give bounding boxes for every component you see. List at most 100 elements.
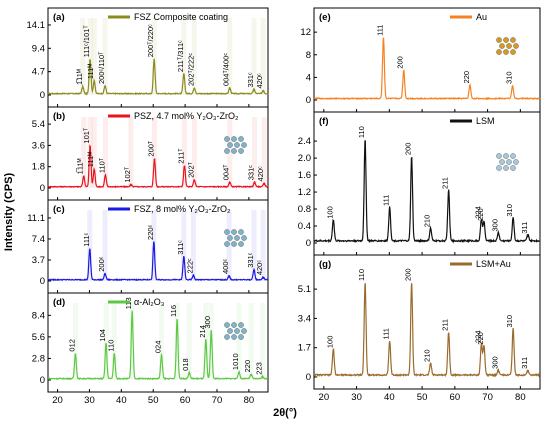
peak-label: 1̅11ᴹ xyxy=(75,69,84,85)
peak-label: 110 xyxy=(106,340,115,352)
peak-label: 420ᶜ xyxy=(255,260,264,276)
peak-band xyxy=(251,210,257,281)
peak-label: 200ᵀ xyxy=(146,140,155,157)
peak-label: 202ᵀ/222ᶜ xyxy=(186,53,195,86)
peak-label: 400ᶜ xyxy=(221,259,230,275)
panel-e: 0 4 8 12 111 200 220 310 (e) Au xyxy=(300,7,541,113)
peak-label: 220 xyxy=(476,332,485,345)
data-point xyxy=(228,88,231,90)
panel-frame xyxy=(47,292,269,393)
data-point xyxy=(160,355,163,357)
x-tick-label: 40 xyxy=(116,395,127,406)
data-point xyxy=(410,283,413,285)
peak-band xyxy=(260,210,266,281)
panel-letter: (a) xyxy=(53,12,65,23)
peak-band xyxy=(261,117,267,188)
series-line xyxy=(47,58,269,96)
data-point xyxy=(527,371,529,373)
y-tick-label: 0.8 xyxy=(298,204,311,215)
peak-label: 200ᶜ xyxy=(97,256,106,272)
y-tick-label: 14.1 xyxy=(27,20,46,31)
y-tick-label: 0 xyxy=(40,375,45,386)
legend-label: α-Al₂O₃ xyxy=(134,297,165,307)
y-tick-label: 5.1 xyxy=(298,284,311,295)
peak-band xyxy=(227,117,233,188)
y-tick-label: 1.8 xyxy=(32,162,45,173)
x-tick-label: 70 xyxy=(212,395,223,406)
y-tick-label: 7.4 xyxy=(32,234,45,245)
data-point xyxy=(447,191,450,193)
legend-label: FSZ, 8 mol% Y₂O₃-ZrO₂ xyxy=(134,204,231,214)
series-line xyxy=(47,144,269,189)
peak-label: 331ᶜ xyxy=(246,252,255,268)
peak-label: 210 xyxy=(423,215,432,228)
panel-frame xyxy=(313,111,541,256)
y-tick-label: 0 xyxy=(40,183,45,194)
data-point xyxy=(480,345,483,347)
peak-band xyxy=(248,303,254,380)
peak-label: 111ᶜ/101ᵀ xyxy=(82,25,91,58)
peak-label: 210 xyxy=(423,349,432,362)
data-point xyxy=(153,59,155,62)
series-line xyxy=(313,140,541,244)
peak-label: 1010 xyxy=(231,353,240,370)
peak-band xyxy=(102,210,108,281)
crystal-structure-icon xyxy=(496,37,519,55)
peak-band xyxy=(251,18,257,95)
peak-label: 220 xyxy=(243,360,252,373)
data-point xyxy=(253,89,255,92)
data-point xyxy=(113,353,116,356)
peak-label: 100 xyxy=(325,336,334,349)
y-tick-label: 0.4 xyxy=(298,221,311,232)
data-point xyxy=(205,339,207,342)
panel-letter: (g) xyxy=(319,259,331,270)
series-line xyxy=(47,310,269,381)
data-point xyxy=(382,38,385,40)
data-point xyxy=(527,235,529,238)
peak-label: 200 xyxy=(404,268,413,281)
x-tick-label: 20 xyxy=(319,392,330,403)
data-point xyxy=(228,182,231,185)
peak-band xyxy=(87,210,93,281)
crystal-structure-icon xyxy=(496,153,519,171)
peak-label: 004ᵀ/400ᶜ xyxy=(222,53,231,86)
data-point xyxy=(410,157,413,159)
peak-band xyxy=(81,117,87,188)
data-point xyxy=(193,180,196,182)
data-point xyxy=(89,59,91,62)
y-tick-label: 2.4 xyxy=(298,136,311,147)
panel-g: 0 1.7 3.4 5.1 20 30 40 50 60 70 80 100 110 111 200 210 2… xyxy=(298,254,541,403)
peak-label: 111 xyxy=(375,25,384,36)
data-point xyxy=(512,218,514,221)
peak-label: 111ᴹ xyxy=(86,64,95,79)
data-point xyxy=(93,81,96,83)
data-point xyxy=(82,176,85,179)
data-point xyxy=(192,275,195,278)
panel-b: 0 1.8 3.6 5.4 1̅11ᴹ 101ᵀ 111ᴹ 110ᵀ 102ᵀ 200ᵀ 211ᵀ2… xyxy=(32,106,269,201)
series-line xyxy=(313,283,541,378)
x-tick-label: 50 xyxy=(148,395,159,406)
peak-label: 211ᵀ xyxy=(176,148,185,164)
legend-label: PSZ, 4.7 mol% Y₂O₃-ZrO₂ xyxy=(134,111,239,121)
peak-label: 220 xyxy=(462,71,471,84)
crystal-structure-icon xyxy=(224,136,247,154)
peak-band xyxy=(260,18,266,95)
x-tick-label: 20 xyxy=(52,395,63,406)
peak-label: 200ᵀ/220ᶜ xyxy=(146,24,155,57)
data-point xyxy=(210,330,213,333)
panel-frame xyxy=(313,7,541,113)
peak-label: 110 xyxy=(357,269,366,281)
data-point xyxy=(104,175,107,177)
data-point xyxy=(253,269,255,272)
data-point xyxy=(104,273,106,276)
peak-label: 004ᵀ xyxy=(222,164,231,181)
data-point xyxy=(153,242,155,244)
legend-label: LSM xyxy=(476,116,495,126)
y-tick-label: 0 xyxy=(306,238,311,249)
y-tick-label: 4 xyxy=(306,72,311,83)
y-tick-label: 2.0 xyxy=(298,153,311,164)
data-point xyxy=(188,373,191,375)
y-tick-label: 11.1 xyxy=(27,213,45,224)
data-point xyxy=(253,182,256,185)
